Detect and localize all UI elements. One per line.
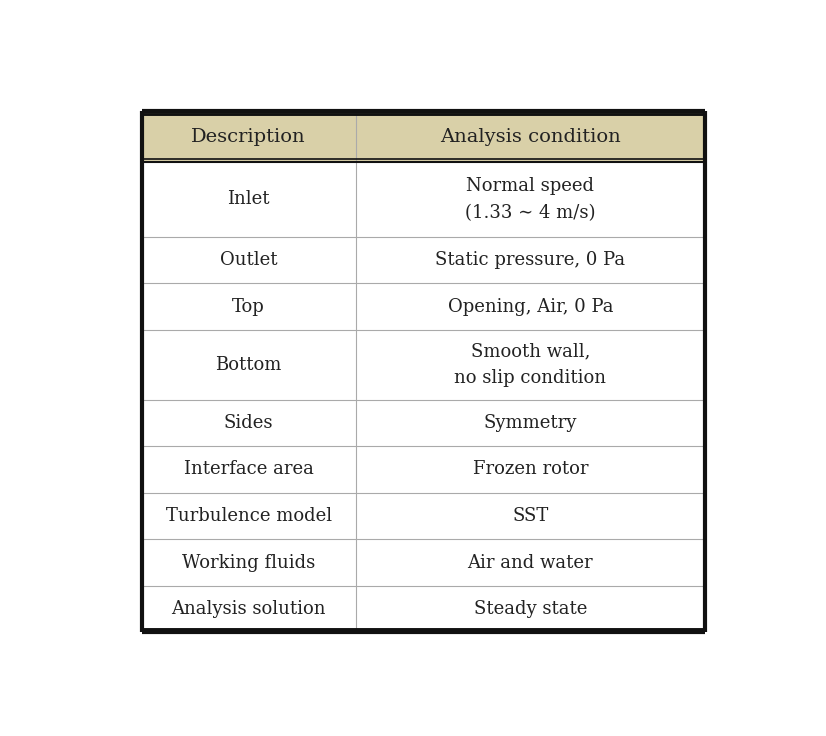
Text: Opening, Air, 0 Pa: Opening, Air, 0 Pa: [448, 297, 613, 316]
Text: Working fluids: Working fluids: [182, 553, 316, 572]
Text: Steady state: Steady state: [473, 600, 587, 618]
Text: Static pressure, 0 Pa: Static pressure, 0 Pa: [435, 251, 625, 269]
Bar: [142, 283, 705, 330]
Text: Bottom: Bottom: [216, 355, 282, 374]
Text: Inlet: Inlet: [227, 191, 270, 208]
Bar: [142, 400, 705, 446]
Text: Analysis solution: Analysis solution: [172, 600, 326, 618]
Bar: [142, 446, 705, 492]
Text: Turbulence model: Turbulence model: [166, 507, 332, 525]
Text: SST: SST: [512, 507, 548, 525]
Text: Analysis condition: Analysis condition: [440, 127, 620, 146]
Text: Description: Description: [192, 127, 306, 146]
Text: Normal speed
(1.33 ∼ 4 m/s): Normal speed (1.33 ∼ 4 m/s): [465, 177, 596, 222]
Bar: [142, 586, 705, 632]
Text: Outlet: Outlet: [220, 251, 278, 269]
Bar: [142, 237, 705, 283]
Text: Sides: Sides: [224, 414, 273, 432]
Bar: [142, 111, 705, 162]
Text: Interface area: Interface area: [183, 461, 314, 478]
Bar: [142, 539, 705, 586]
Text: Frozen rotor: Frozen rotor: [472, 461, 588, 478]
Bar: [142, 330, 705, 400]
Text: Air and water: Air and water: [468, 553, 593, 572]
Bar: [142, 162, 705, 237]
Text: Smooth wall,
no slip condition: Smooth wall, no slip condition: [454, 342, 606, 387]
Text: Top: Top: [232, 297, 265, 316]
Text: Symmetry: Symmetry: [484, 414, 577, 432]
Bar: [142, 492, 705, 539]
